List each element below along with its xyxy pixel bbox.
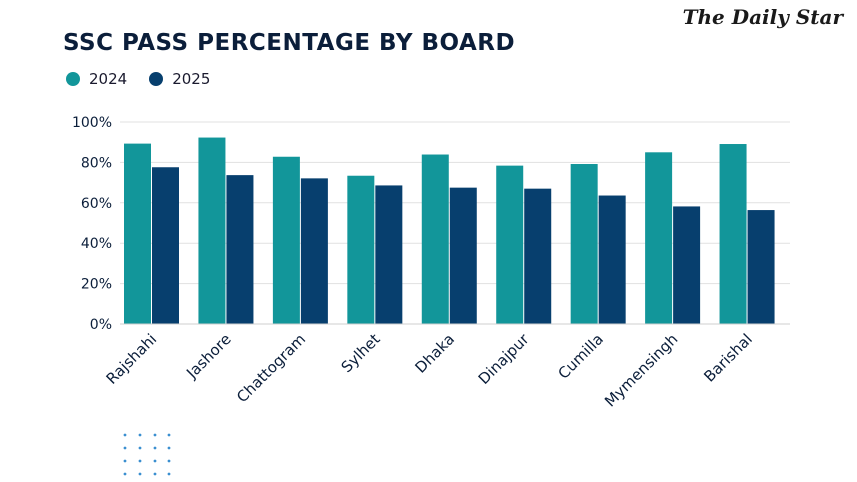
y-tick-label: 80% <box>81 155 112 171</box>
legend-swatch-2024 <box>66 72 80 86</box>
bar-2024-rajshahi <box>124 143 151 324</box>
legend-item-2025: 2025 <box>149 70 210 88</box>
bar-2024-dhaka <box>421 154 449 324</box>
x-tick-label: Rajshahi <box>103 330 161 388</box>
bar-2025-cumilla <box>598 195 626 324</box>
bar-2024-chattogram <box>272 156 300 324</box>
bar-2025-rajshahi <box>152 167 179 324</box>
y-tick-label: 100% <box>72 115 112 131</box>
bar-2025-mymensingh <box>673 206 701 324</box>
x-tick-label: Barishal <box>700 330 756 386</box>
y-tick-label: 40% <box>81 236 112 252</box>
bar-2025-chattogram <box>300 178 328 324</box>
bar-2024-cumilla <box>570 164 598 324</box>
legend-label-2025: 2025 <box>172 70 211 88</box>
decorative-dot-grid <box>123 433 171 476</box>
y-tick-label: 0% <box>90 317 112 333</box>
bar-2024-mymensingh <box>645 152 673 324</box>
bar-2025-sylhet <box>375 185 403 324</box>
chart-title: SSC PASS PERCENTAGE BY BOARD <box>63 30 516 56</box>
legend-swatch-2025 <box>149 72 164 86</box>
bar-2025-dhaka <box>449 187 477 324</box>
x-tick-label: Dinajpur <box>475 330 533 388</box>
x-tick-label: Mymensingh <box>601 330 681 410</box>
x-tick-label: Sylhet <box>338 330 384 376</box>
x-tick-label: Dhaka <box>412 330 459 377</box>
bar-2025-jashore <box>226 175 254 324</box>
x-tick-label: Jashore <box>182 330 234 382</box>
bar-2024-dinajpur <box>496 165 524 324</box>
bar-2024-jashore <box>198 137 226 324</box>
x-tick-label: Cumilla <box>554 330 607 383</box>
bar-2025-dinajpur <box>524 188 552 324</box>
chart-legend: 2024 2025 <box>66 70 210 88</box>
legend-item-2024: 2024 <box>66 70 127 88</box>
legend-label-2024: 2024 <box>89 70 128 88</box>
y-tick-label: 20% <box>81 277 112 293</box>
bar-2024-sylhet <box>347 175 375 324</box>
bar-2025-barishal <box>747 210 775 324</box>
y-tick-label: 60% <box>81 196 112 212</box>
brand-logo: The Daily Star <box>682 5 843 29</box>
x-tick-label: Chattogram <box>233 330 309 406</box>
bar-2024-barishal <box>719 144 747 324</box>
